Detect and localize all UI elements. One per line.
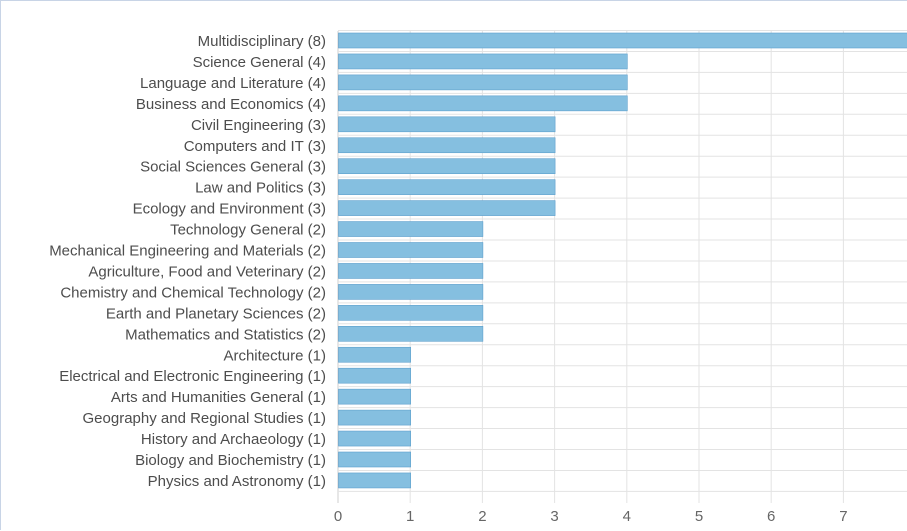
bar[interactable] — [339, 222, 483, 237]
x-tick-label: 1 — [406, 508, 414, 525]
bar[interactable] — [339, 431, 411, 446]
category-label: Arts and Humanities General (1) — [111, 389, 326, 406]
category-label: Mathematics and Statistics (2) — [125, 326, 326, 343]
x-tick-label: 3 — [550, 508, 558, 525]
bar[interactable] — [339, 263, 483, 278]
category-label: Technology General (2) — [170, 222, 326, 239]
x-tick-label: 7 — [839, 508, 847, 525]
bar[interactable] — [339, 452, 411, 467]
category-label: Civil Engineering (3) — [191, 117, 326, 134]
category-label: Language and Literature (4) — [140, 75, 326, 92]
category-label: Multidisciplinary (8) — [198, 33, 326, 50]
category-label: Science General (4) — [193, 54, 326, 71]
category-label: Electrical and Electronic Engineering (1… — [59, 368, 326, 385]
bar[interactable] — [339, 368, 411, 383]
bar[interactable] — [339, 159, 556, 174]
bar[interactable] — [339, 117, 556, 132]
category-label: Geography and Regional Studies (1) — [83, 410, 327, 427]
x-tick-label: 6 — [767, 508, 775, 525]
category-label: Chemistry and Chemical Technology (2) — [60, 284, 326, 301]
category-labels: Multidisciplinary (8) Science General (4)… — [49, 33, 326, 490]
category-label: Mechanical Engineering and Materials (2) — [49, 243, 326, 260]
bar[interactable] — [339, 33, 907, 48]
bar[interactable] — [339, 410, 411, 425]
bar[interactable] — [339, 347, 411, 362]
category-label: Business and Economics (4) — [136, 96, 326, 113]
bar[interactable] — [339, 243, 483, 258]
x-axis-ticks: 0 1 2 3 4 5 6 7 — [334, 508, 848, 525]
category-label: Biology and Biochemistry (1) — [135, 452, 326, 469]
bar[interactable] — [339, 326, 483, 341]
bar[interactable] — [339, 473, 411, 488]
x-tick-label: 2 — [478, 508, 486, 525]
bar[interactable] — [339, 389, 411, 404]
bar[interactable] — [339, 54, 628, 69]
bar[interactable] — [339, 284, 483, 299]
bar[interactable] — [339, 75, 628, 90]
category-label: Ecology and Environment (3) — [133, 201, 326, 218]
category-label: Earth and Planetary Sciences (2) — [106, 305, 326, 322]
x-tick-label: 4 — [623, 508, 631, 525]
category-label: Agriculture, Food and Veterinary (2) — [88, 263, 326, 280]
bar[interactable] — [339, 138, 556, 153]
bar[interactable] — [339, 201, 556, 216]
bar[interactable] — [339, 180, 556, 195]
category-label: Social Sciences General (3) — [140, 159, 326, 176]
x-tick-label: 5 — [695, 508, 703, 525]
x-tick-label: 0 — [334, 508, 342, 525]
category-label: Physics and Astronomy (1) — [148, 473, 326, 490]
bar[interactable] — [339, 305, 483, 320]
category-label: Computers and IT (3) — [184, 138, 326, 155]
category-label: Law and Politics (3) — [195, 180, 326, 197]
bar[interactable] — [339, 96, 628, 111]
category-label: History and Archaeology (1) — [141, 431, 326, 448]
category-label: Architecture (1) — [223, 347, 326, 364]
